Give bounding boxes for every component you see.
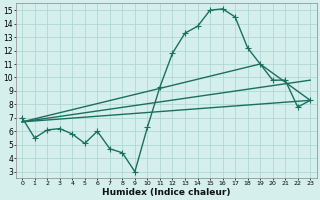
X-axis label: Humidex (Indice chaleur): Humidex (Indice chaleur)	[102, 188, 230, 197]
